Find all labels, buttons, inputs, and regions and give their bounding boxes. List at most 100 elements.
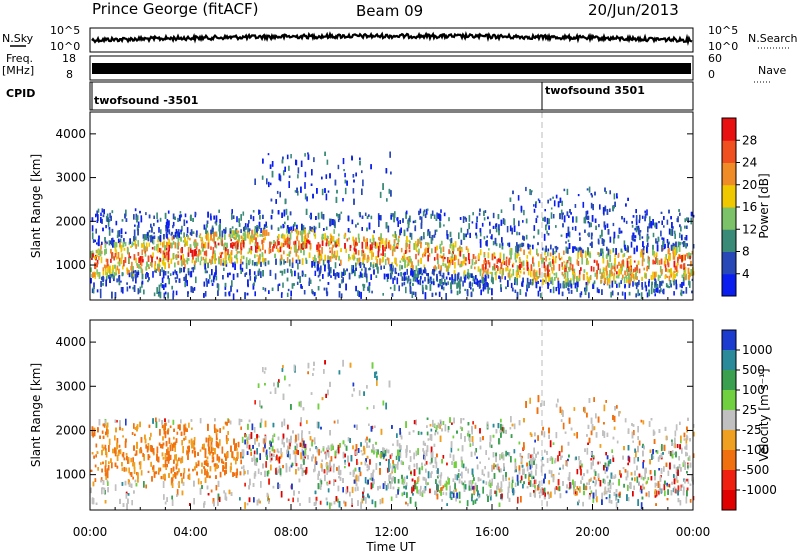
range-cell — [544, 252, 546, 255]
range-cell — [545, 278, 547, 284]
range-cell — [141, 268, 143, 273]
range-cell — [513, 269, 515, 276]
range-cell — [635, 293, 637, 297]
range-cell — [523, 261, 525, 267]
range-cell — [282, 224, 284, 228]
range-cell — [576, 216, 578, 222]
range-cell — [168, 271, 170, 273]
range-cell — [224, 261, 226, 266]
range-cell — [293, 226, 295, 231]
range-cell — [576, 248, 578, 250]
range-cell — [617, 265, 619, 269]
range-cell — [550, 261, 552, 267]
range-cell — [105, 244, 107, 248]
range-cell — [498, 224, 500, 230]
range-cell — [323, 260, 325, 266]
range-cell — [452, 277, 454, 280]
range-cell — [557, 278, 559, 281]
range-cell — [654, 272, 656, 279]
range-cell — [429, 231, 431, 238]
range-cell — [200, 251, 202, 254]
range-cell — [159, 285, 161, 292]
range-cell — [548, 233, 550, 236]
range-cell — [569, 209, 571, 213]
range-cell — [422, 285, 424, 291]
range-cell — [382, 183, 384, 190]
range-cell — [576, 288, 578, 292]
range-cell — [555, 257, 557, 263]
range-cell — [440, 266, 442, 271]
range-cell — [385, 241, 387, 247]
range-cell — [433, 281, 435, 285]
range-cell — [227, 273, 229, 277]
range-cell — [121, 287, 123, 292]
range-cell — [601, 280, 603, 284]
range-cell — [426, 286, 428, 290]
range-cell — [290, 233, 292, 240]
range-cell — [404, 230, 406, 236]
range-cell — [318, 275, 320, 277]
range-cell — [141, 219, 143, 223]
range-cell — [612, 266, 614, 270]
range-cell — [455, 241, 457, 247]
range-cell — [271, 215, 273, 219]
range-cell — [222, 275, 224, 279]
range-cell — [413, 292, 415, 296]
range-cell — [294, 271, 296, 276]
range-cell — [168, 278, 170, 284]
range-cell — [519, 260, 521, 262]
range-cell — [566, 233, 568, 238]
range-cell — [520, 244, 522, 248]
range-cell — [539, 287, 541, 292]
range-cell — [487, 217, 489, 220]
range-cell — [683, 273, 685, 276]
range-cell — [678, 209, 680, 212]
range-cell — [136, 263, 138, 266]
range-cell — [453, 245, 455, 251]
range-cell — [419, 268, 421, 274]
range-cell — [650, 221, 652, 228]
range-cell — [480, 249, 482, 255]
range-cell — [592, 215, 594, 222]
range-cell — [563, 261, 565, 264]
range-cell — [409, 241, 411, 244]
range-cell — [604, 188, 606, 192]
range-cell — [373, 238, 375, 244]
range-cell — [568, 267, 570, 270]
range-cell — [149, 243, 151, 247]
range-cell — [281, 213, 283, 219]
range-cell — [634, 228, 636, 231]
range-cell — [405, 278, 407, 280]
range-cell — [603, 207, 605, 214]
range-cell — [487, 287, 489, 294]
range-cell — [178, 255, 180, 259]
range-cell — [216, 275, 218, 280]
range-cell — [552, 197, 554, 199]
range-cell — [511, 274, 513, 278]
range-cell — [96, 251, 98, 253]
range-cell — [362, 249, 364, 252]
range-cell — [550, 198, 552, 200]
range-cell — [428, 245, 430, 248]
cpid-entry-1: twofsound -3501 — [94, 94, 198, 107]
range-cell — [667, 239, 669, 243]
range-cell — [430, 214, 432, 219]
range-cell — [392, 293, 394, 297]
range-cell — [674, 234, 676, 239]
range-cell — [494, 264, 496, 270]
range-cell — [183, 232, 185, 237]
range-cell — [157, 247, 159, 253]
range-cell — [269, 242, 271, 249]
range-cell — [390, 215, 392, 220]
range-cell — [445, 264, 447, 268]
range-cell — [370, 262, 372, 267]
range-cell — [301, 161, 303, 167]
range-cell — [348, 216, 350, 221]
range-cell — [647, 226, 649, 232]
nsky-label: N.Sky — [2, 32, 34, 45]
range-cell — [568, 215, 570, 218]
range-cell — [243, 212, 245, 216]
range-cell — [558, 288, 560, 294]
range-cell — [177, 251, 179, 253]
range-cell — [434, 265, 436, 269]
